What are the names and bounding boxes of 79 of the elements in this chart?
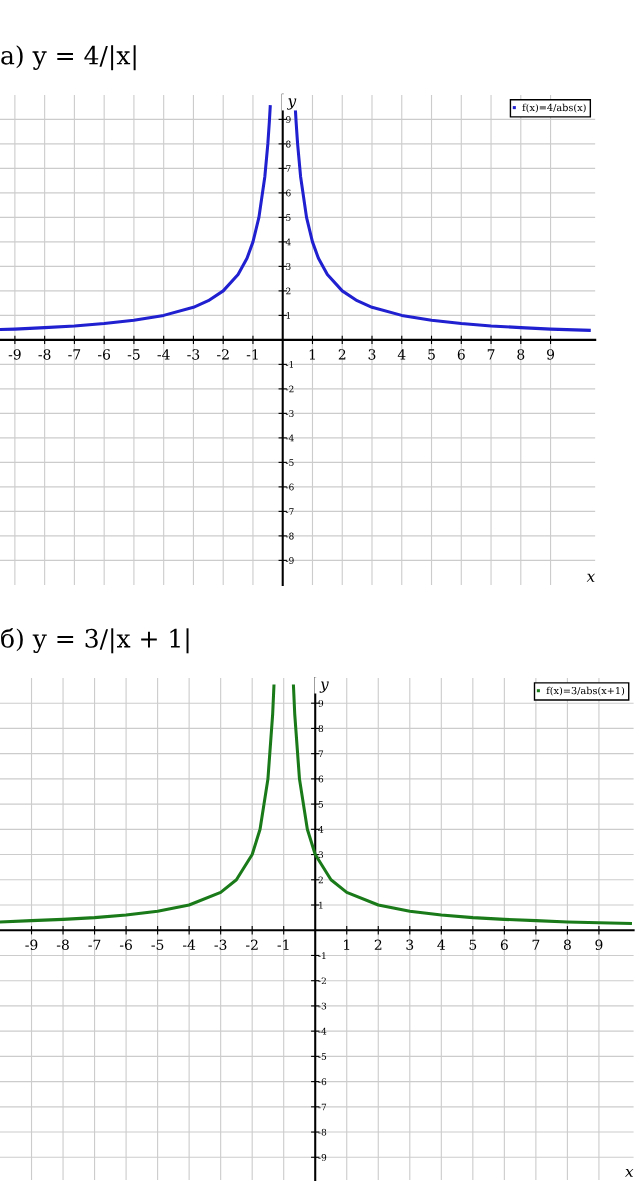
y-tick-label: -9 xyxy=(285,557,294,564)
y-tick-label: 1 xyxy=(286,312,290,319)
x-tick-label: -8 xyxy=(56,939,69,951)
y-tick-label: 2 xyxy=(286,287,291,295)
legend-label: f(x)=3/abs(x+1) xyxy=(546,686,625,696)
y-tick-label: -8 xyxy=(285,532,294,540)
y-tick-label: -9 xyxy=(318,1154,327,1161)
y-tick-label: -6 xyxy=(285,483,294,491)
x-tick-label: 4 xyxy=(437,939,446,950)
y-tick-label: -8 xyxy=(318,1128,327,1136)
x-axis-title: x xyxy=(625,1168,634,1177)
y-tick-label: 6 xyxy=(286,189,291,197)
x-tick-label: 5 xyxy=(428,349,435,360)
x-tick-label: -5 xyxy=(127,349,140,360)
x-tick-label: 3 xyxy=(368,349,376,360)
y-tick-label: -7 xyxy=(318,1103,327,1111)
x-tick-label: 5 xyxy=(469,939,477,951)
x-tick-label: 1 xyxy=(309,349,315,360)
y-tick-label: 4 xyxy=(285,238,291,246)
x-tick-label: 2 xyxy=(338,349,346,360)
x-tick-label: -6 xyxy=(98,349,111,360)
y-tick-label: 5 xyxy=(318,800,324,808)
y-tick-label: -5 xyxy=(285,459,294,466)
y-axis-title: y xyxy=(319,681,329,693)
x-tick-label: 8 xyxy=(517,349,525,360)
x-tick-label: -7 xyxy=(88,939,101,950)
y-tick-label: -5 xyxy=(318,1053,327,1060)
y-tick-label: -6 xyxy=(318,1078,327,1086)
y-tick-label: -1 xyxy=(318,952,326,959)
x-tick-label: 7 xyxy=(532,939,540,950)
y-tick-label: 9 xyxy=(286,116,291,123)
y-tick-label: -2 xyxy=(285,385,294,393)
x-tick-label: 6 xyxy=(457,349,465,360)
x-tick-label: -8 xyxy=(38,349,51,360)
x-tick-label: 4 xyxy=(397,349,406,360)
y-tick-label: -4 xyxy=(318,1027,327,1035)
y-tick-label: 8 xyxy=(286,140,291,148)
x-tick-label: 7 xyxy=(487,349,495,360)
x-tick-label: -7 xyxy=(68,349,81,360)
x-axis-title: x xyxy=(586,573,595,582)
x-tick-label: -9 xyxy=(8,349,21,360)
y-tick-label: 3 xyxy=(286,263,291,270)
chart-title: б) y = 3/|x + 1| xyxy=(1,628,189,654)
y-tick-label: 2 xyxy=(318,876,323,884)
x-tick-label: -2 xyxy=(217,349,229,360)
x-tick-label: -4 xyxy=(157,349,170,360)
y-tick-label: 8 xyxy=(318,725,324,732)
y-tick-label: 5 xyxy=(286,214,291,221)
y-tick-label: 7 xyxy=(318,750,324,758)
x-tick-label: -1 xyxy=(246,349,258,360)
y-tick-label: 3 xyxy=(318,851,324,859)
y-tick-label: 1 xyxy=(319,901,323,909)
y-tick-label: -3 xyxy=(285,410,294,417)
x-tick-label: -3 xyxy=(187,349,200,360)
y-tick-label: 6 xyxy=(318,775,324,783)
x-tick-label: -6 xyxy=(119,939,132,951)
legend-label: f(x)=4/abs(x) xyxy=(522,103,586,113)
y-tick-label: -7 xyxy=(285,508,294,515)
x-tick-label: 1 xyxy=(344,939,350,950)
chart-title: а) y = 4/|x| xyxy=(1,45,136,71)
y-tick-label: 7 xyxy=(286,165,291,172)
x-tick-label: 9 xyxy=(547,349,555,360)
x-tick-label: 3 xyxy=(406,939,414,951)
x-tick-label: -9 xyxy=(25,939,38,951)
y-tick-label: 4 xyxy=(318,826,324,833)
y-axis-title: y xyxy=(287,98,297,110)
y-tick-label: -2 xyxy=(318,977,326,985)
x-tick-label: -3 xyxy=(214,939,227,951)
x-tick-label: -5 xyxy=(151,939,164,951)
y-tick-label: -4 xyxy=(285,434,294,442)
x-tick-label: 8 xyxy=(563,939,571,951)
x-tick-label: -4 xyxy=(182,939,196,950)
x-tick-label: 6 xyxy=(500,939,508,951)
x-tick-label: -2 xyxy=(246,939,258,950)
y-tick-label: -1 xyxy=(285,361,294,368)
y-tick-label: -3 xyxy=(318,1002,327,1010)
x-tick-label: 2 xyxy=(374,939,382,950)
y-tick-label: 9 xyxy=(318,699,324,707)
x-tick-label: 9 xyxy=(595,939,603,951)
